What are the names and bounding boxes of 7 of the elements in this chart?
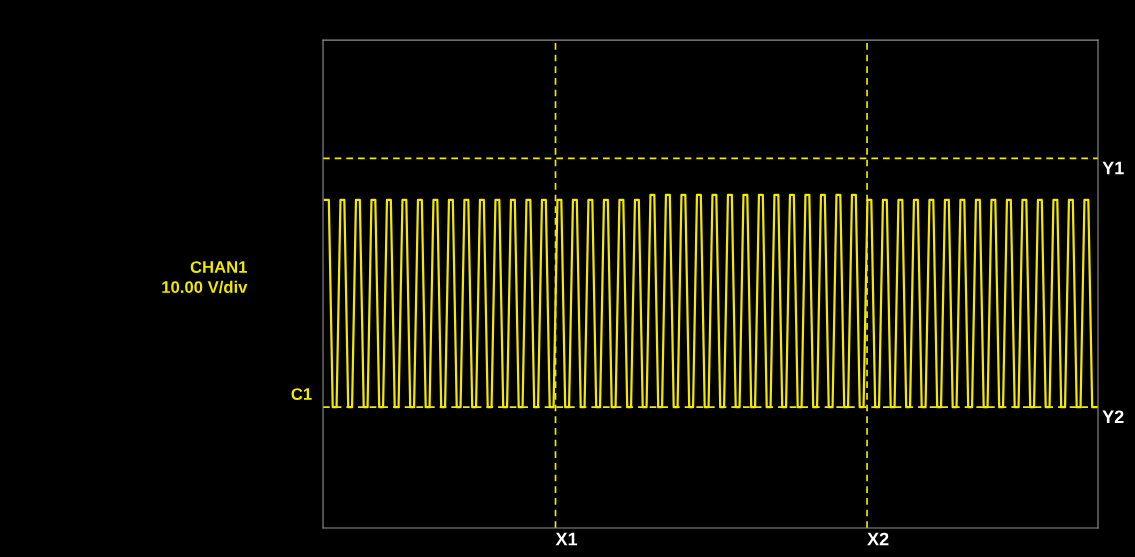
ref-line-label: Y2 xyxy=(1102,410,1124,423)
ref-line-label: Y1 xyxy=(1102,161,1124,175)
text: C1 xyxy=(291,388,312,400)
text: X2 xyxy=(867,532,889,546)
text: 10.00 V/div xyxy=(162,280,248,294)
text: X1 xyxy=(555,532,578,546)
text: CHAN1 xyxy=(190,261,247,273)
